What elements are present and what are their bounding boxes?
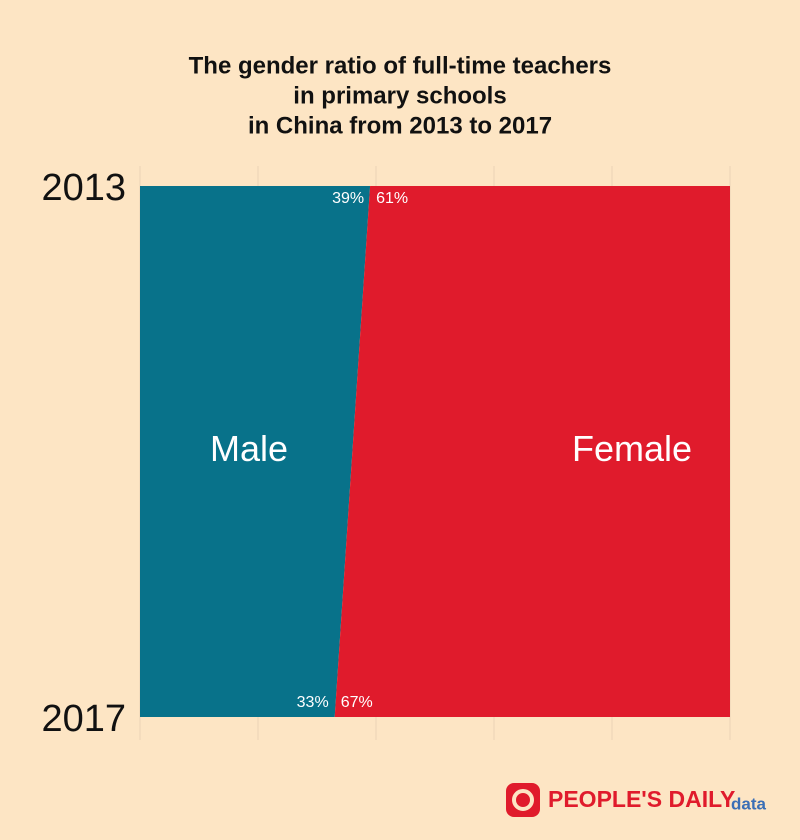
chart-title: The gender ratio of full-time teachers [189,52,612,79]
value-label: 33% [297,694,329,711]
logo-text: PEOPLE'S DAILY [548,786,735,812]
logo: PEOPLE'S DAILY data [506,783,767,817]
value-label: 39% [332,190,364,207]
series-label: Male [210,428,288,469]
series-label: Female [572,428,692,469]
chart-title: in primary schools [293,82,506,109]
chart-title: in China from 2013 to 2017 [248,112,552,139]
y-tick-label: 2013 [41,167,126,209]
area [334,186,730,717]
logo-suffix: data [731,794,767,813]
area [140,186,371,717]
value-label: 61% [376,190,408,207]
logo-icon [506,783,540,817]
logo-icon-ring [512,789,534,811]
value-label: 67% [341,694,373,711]
y-tick-label: 2017 [41,698,126,740]
